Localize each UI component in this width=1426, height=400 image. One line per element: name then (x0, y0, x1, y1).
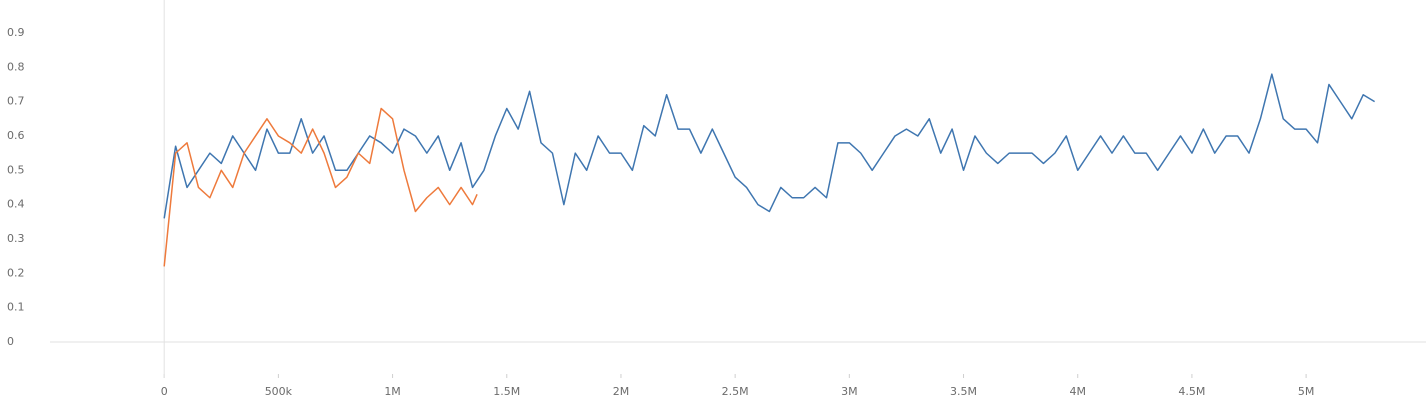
x-tick-label: 4.5M (1178, 385, 1205, 398)
y-tick-label: 0.2 (7, 266, 25, 279)
series-line (163, 107, 478, 267)
x-tick-label: 1M (384, 385, 401, 398)
x-tick-label: 1.5M (493, 385, 520, 398)
x-tick-label: 5M (1298, 385, 1315, 398)
x-tick-label: 3.5M (950, 385, 977, 398)
y-tick-label: 0.3 (7, 232, 25, 245)
y-tick-label: 0.1 (7, 301, 25, 314)
x-tick-label: 4M (1069, 385, 1086, 398)
x-tick-label: 500k (265, 385, 293, 398)
x-tick-label: 0 (161, 385, 168, 398)
y-tick-label: 0.4 (7, 198, 25, 211)
y-tick-label: 0 (7, 335, 14, 348)
series-line (163, 73, 1375, 219)
y-tick-label: 0.7 (7, 95, 25, 108)
y-tick-label: 0.6 (7, 129, 25, 142)
y-tick-label: 0.8 (7, 60, 25, 73)
y-tick-label: 0.5 (7, 163, 25, 176)
x-tick-label: 2.5M (722, 385, 749, 398)
y-tick-label: 0.9 (7, 26, 25, 39)
x-tick-label: 3M (841, 385, 858, 398)
x-tick-label: 2M (613, 385, 630, 398)
